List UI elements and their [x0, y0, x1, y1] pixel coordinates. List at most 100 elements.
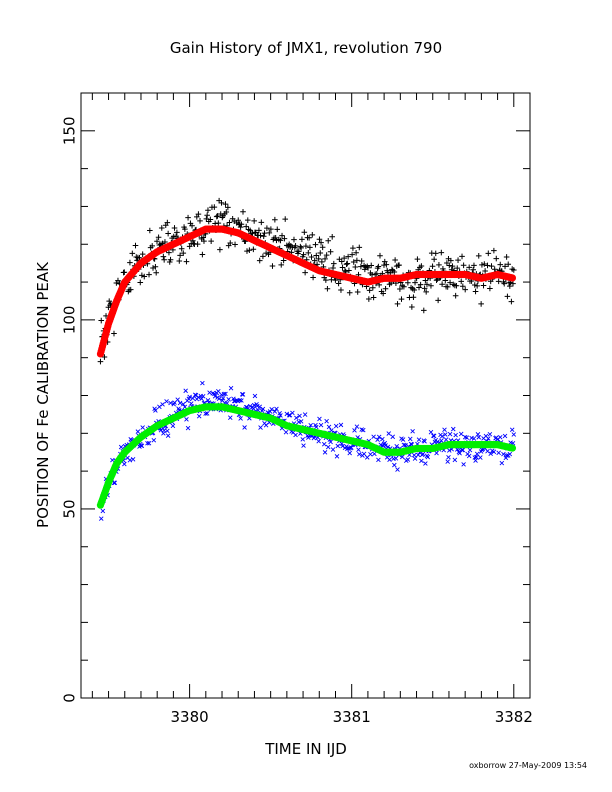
- data-point: [470, 266, 476, 273]
- data-point: [481, 261, 488, 267]
- data-point: [223, 391, 228, 397]
- data-point: [323, 252, 330, 258]
- data-point: [358, 258, 365, 264]
- data-point: [324, 285, 331, 292]
- data-point: [297, 243, 304, 250]
- data-point: [205, 207, 211, 214]
- data-point: [445, 459, 450, 464]
- data-point: [147, 227, 153, 234]
- data-point: [183, 258, 190, 265]
- data-point: [215, 220, 222, 226]
- data-point: [471, 282, 478, 288]
- axis-tick-labels: 3380 3381 3382 0 50 100 150: [61, 116, 533, 726]
- data-point: [257, 404, 263, 410]
- data-point: [354, 424, 360, 429]
- data-point: [162, 239, 168, 245]
- data-point: [301, 229, 308, 236]
- data-point: [208, 238, 214, 244]
- data-point: [346, 267, 352, 274]
- data-point: [157, 404, 162, 410]
- data-point: [165, 428, 170, 434]
- data-point: [264, 225, 270, 231]
- data-point: [344, 260, 351, 267]
- data-point: [235, 217, 242, 224]
- data-point: [322, 256, 328, 262]
- data-point: [195, 211, 202, 217]
- data-point: [453, 432, 458, 438]
- data-point: [474, 451, 480, 457]
- data-point: [434, 450, 439, 456]
- data-point: [317, 250, 324, 256]
- data-point: [410, 428, 415, 434]
- data-point: [502, 263, 508, 270]
- data-point: [292, 243, 299, 249]
- data-point: [471, 436, 477, 441]
- data-point: [222, 201, 229, 207]
- data-point: [449, 263, 456, 269]
- data-point: [421, 285, 428, 292]
- data-point: [438, 249, 445, 256]
- data-point: [298, 245, 304, 251]
- data-point: [132, 242, 139, 249]
- data-point: [381, 258, 388, 265]
- data-point: [307, 244, 313, 251]
- data-point: [352, 264, 359, 270]
- data-point: [510, 267, 517, 273]
- data-point: [393, 456, 399, 461]
- data-point: [417, 281, 424, 288]
- data-point: [448, 257, 454, 264]
- data-point: [141, 273, 148, 280]
- data-point: [153, 269, 159, 276]
- data-point: [183, 388, 188, 394]
- data-point: [496, 450, 501, 456]
- data-point: [199, 396, 204, 402]
- data-point: [424, 281, 430, 288]
- data-point: [356, 447, 361, 452]
- data-point: [338, 258, 345, 265]
- data-point: [352, 428, 357, 433]
- data-point: [121, 269, 128, 276]
- data-point: [482, 268, 488, 274]
- data-point: [127, 286, 134, 293]
- data-point: [294, 415, 299, 421]
- data-point: [385, 269, 391, 276]
- data-point: [232, 241, 238, 248]
- data-point: [414, 256, 421, 262]
- data-point: [214, 213, 221, 219]
- data-point: [227, 415, 233, 420]
- data-point: [298, 419, 304, 424]
- series-3: [98, 380, 517, 521]
- data-point: [149, 243, 156, 249]
- data-point: [346, 289, 353, 296]
- data-point: [443, 432, 448, 437]
- data-point: [269, 407, 274, 412]
- data-point: [380, 290, 386, 297]
- data-point: [306, 435, 311, 440]
- data-point: [295, 248, 302, 255]
- data-point: [258, 425, 263, 430]
- data-point: [353, 249, 359, 256]
- data-point: [297, 413, 302, 419]
- plot-footer-timestamp: oxborrow 27-May-2009 13:54: [469, 761, 587, 770]
- data-point: [447, 279, 453, 286]
- data-point: [200, 234, 206, 241]
- data-point: [389, 266, 395, 273]
- data-point: [371, 434, 376, 440]
- data-point: [325, 444, 331, 450]
- data-point: [239, 398, 244, 403]
- data-point: [419, 458, 424, 464]
- data-point: [387, 457, 392, 462]
- data-point: [146, 440, 152, 446]
- data-point: [405, 279, 411, 286]
- data-point: [472, 288, 479, 295]
- x-tick-label: 3381: [333, 708, 371, 726]
- data-point: [226, 219, 233, 226]
- data-point: [418, 263, 425, 269]
- data-point: [278, 262, 285, 268]
- data-point: [115, 277, 121, 284]
- data-point: [366, 296, 372, 302]
- data-point: [487, 431, 493, 437]
- data-point: [151, 437, 157, 443]
- data-point: [308, 423, 313, 428]
- data-point: [239, 392, 245, 397]
